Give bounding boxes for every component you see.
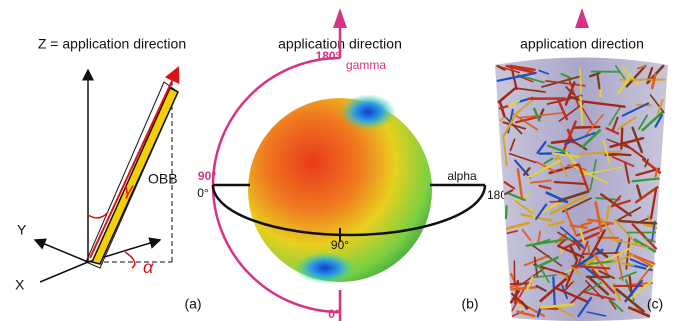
direction-arrow	[90, 68, 178, 258]
panel-title: Z = application direction	[38, 36, 186, 52]
angle-name: gamma	[346, 58, 386, 72]
fiber	[630, 276, 632, 291]
fiber	[580, 68, 581, 93]
y-axis	[35, 240, 88, 262]
angle-name: alpha	[447, 169, 477, 183]
angle-label: 0°	[328, 307, 340, 321]
fiber	[656, 169, 657, 177]
fiber	[511, 283, 531, 284]
angle-label: 0°	[197, 186, 209, 200]
axis-label: Y	[17, 222, 27, 238]
fiber	[574, 127, 599, 128]
angle-label: 90°	[331, 238, 349, 252]
sphere-spot	[340, 94, 396, 130]
panel-a: Z = application direction γ α OBB Y X (a…	[15, 36, 202, 312]
arrow	[575, 8, 589, 28]
panel-title: application direction	[520, 36, 644, 52]
sphere-spot	[295, 252, 355, 284]
fiber	[611, 154, 630, 155]
figure: Z = application direction γ α OBB Y X (a…	[0, 0, 680, 321]
angle-label: 180°	[316, 49, 341, 63]
angle-label: 90°	[198, 169, 216, 183]
fiber	[553, 277, 555, 307]
obb-label: OBB	[148, 171, 178, 187]
caption: (a)	[184, 296, 201, 312]
x-axis	[40, 262, 88, 282]
caption: (b)	[461, 296, 478, 312]
panel-b: application direction 180° gamma 90° 0° …	[197, 8, 512, 321]
caption: (c)	[647, 296, 663, 312]
gamma-symbol: γ	[124, 179, 134, 199]
axis-label: X	[15, 277, 25, 293]
alpha-symbol: α	[143, 257, 154, 277]
panel-c: application direction (c)	[495, 8, 668, 321]
angle-arc	[125, 252, 135, 268]
arrow	[333, 8, 347, 28]
